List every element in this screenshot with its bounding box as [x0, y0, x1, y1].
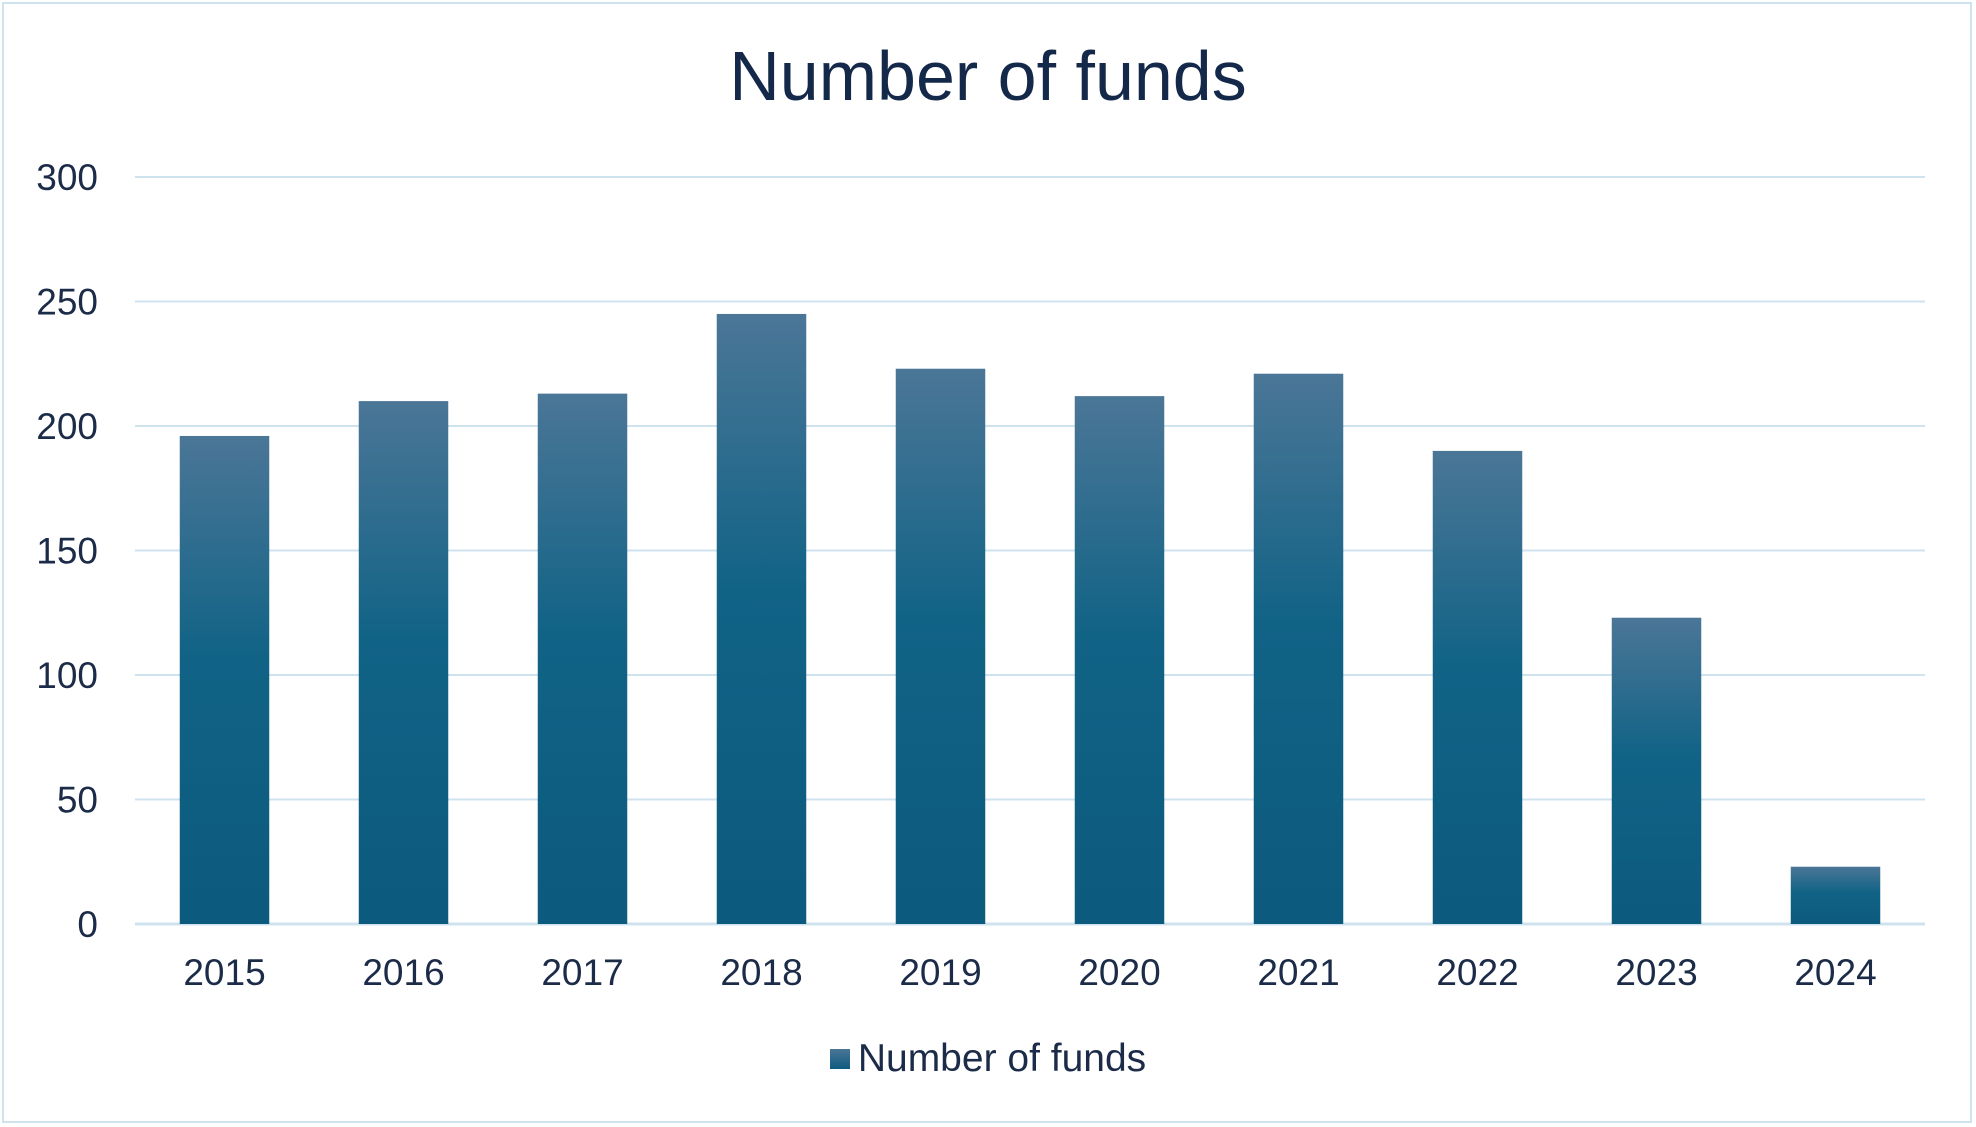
x-tick-label: 2023	[1615, 952, 1697, 993]
chart-title: Number of funds	[729, 37, 1247, 115]
bar	[895, 368, 986, 925]
bar	[179, 435, 270, 924]
bar	[716, 313, 807, 924]
x-tick-label: 2018	[720, 952, 802, 993]
x-tick-label: 2022	[1436, 952, 1518, 993]
y-tick-label: 200	[36, 406, 98, 447]
x-tick-label: 2019	[899, 952, 981, 993]
legend-label: Number of funds	[857, 1037, 1147, 1080]
x-tick-label: 2015	[183, 952, 265, 993]
bars	[179, 313, 1881, 925]
bar	[1074, 396, 1165, 924]
x-tick-label: 2016	[362, 952, 444, 993]
y-tick-label: 250	[36, 282, 98, 323]
y-tick-label: 150	[36, 531, 98, 572]
legend-swatch	[829, 1049, 850, 1069]
y-axis-ticks: 0 50 100 150 200 250 300	[36, 157, 98, 945]
bar	[537, 393, 628, 924]
x-tick-label: 2024	[1794, 952, 1876, 993]
x-tick-label: 2020	[1078, 952, 1160, 993]
y-tick-label: 50	[57, 780, 98, 821]
y-tick-label: 0	[77, 904, 98, 945]
legend: Number of funds	[0, 1037, 1976, 1081]
y-tick-label: 100	[36, 655, 98, 696]
bar	[358, 401, 449, 925]
x-axis-ticks: 2015 2016 2017 2018 2019 2020 2021 2022 2023 2024	[183, 952, 1876, 993]
x-tick-label: 2017	[541, 952, 623, 993]
y-tick-label: 300	[36, 157, 98, 198]
bar	[1253, 373, 1344, 925]
x-tick-label: 2021	[1257, 952, 1339, 993]
bar	[1611, 617, 1702, 924]
bar	[1432, 450, 1523, 924]
bar	[1790, 866, 1881, 924]
